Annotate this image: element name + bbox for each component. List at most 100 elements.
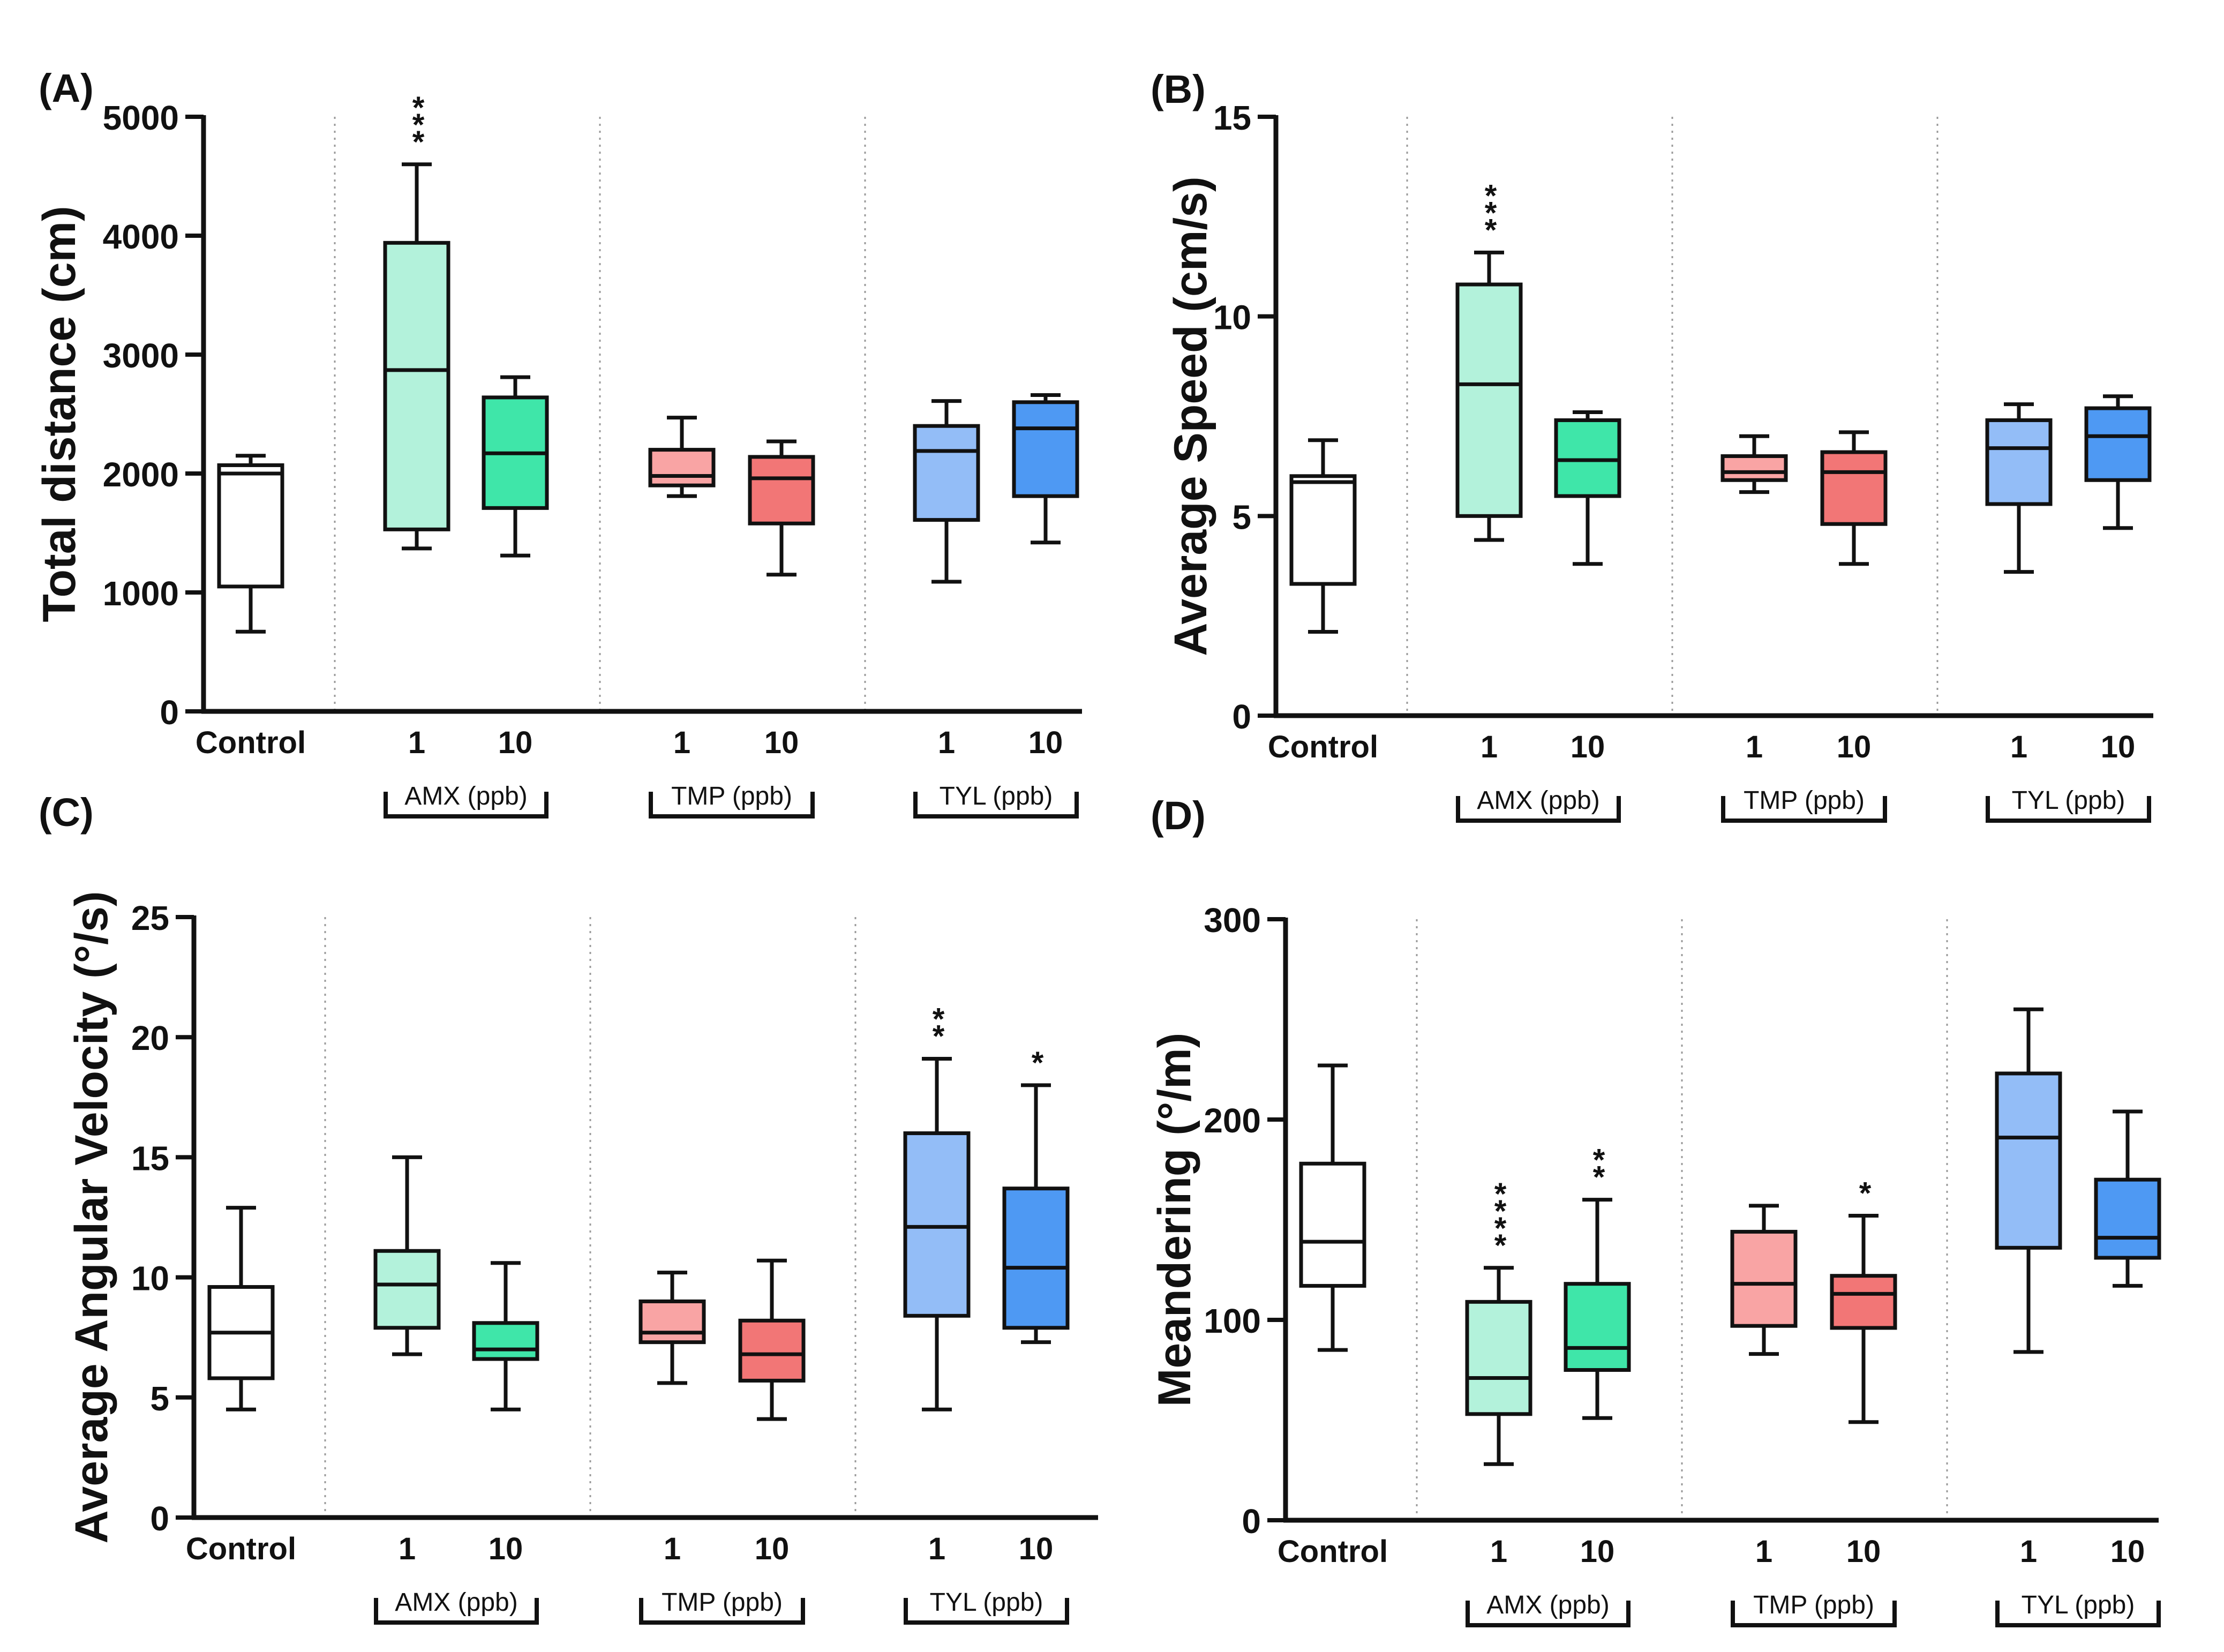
significance-marker: *: [1032, 1046, 1044, 1080]
box-tmp-10: [1820, 430, 1888, 566]
y-axis-label: Average Angular Velocity (°/s): [66, 891, 117, 1543]
iqr-box: [1720, 454, 1788, 482]
axes: [1283, 918, 2159, 1523]
bracket-label: TMP (ppb): [662, 1588, 783, 1617]
x-tick-label: 10: [498, 725, 533, 760]
iqr-box: [1289, 474, 1357, 586]
x-tick-label: Control: [186, 1531, 296, 1566]
box-tmp-1: [648, 416, 716, 498]
significance-marker: **: [1593, 1143, 1605, 1195]
box-series: ****** *: [1299, 1007, 2161, 1466]
x-tick-label: 10: [1837, 730, 1872, 764]
x-tick-label: 1: [664, 1531, 681, 1566]
y-tick-label: 5: [1232, 498, 1251, 536]
group-bracket: AMX (ppb): [374, 1588, 539, 1625]
box-amx-1: ***: [1455, 178, 1523, 542]
x-tick-label: 1: [1490, 1534, 1507, 1569]
x-tick-label: 10: [755, 1531, 790, 1566]
x-tick-label: 1: [2020, 1534, 2037, 1569]
group-brackets: AMX (ppb) TMP (ppb) TYL (ppb): [1466, 1591, 2161, 1627]
bracket-label: TYL (ppb): [2012, 786, 2125, 815]
x-ticks: Control 1 10 1 10 1 10: [186, 1531, 1053, 1566]
bracket-label: TYL (ppb): [2022, 1591, 2135, 1619]
box-series: ***: [207, 1002, 1070, 1421]
axes: [201, 115, 1082, 714]
iqr-box: [2084, 406, 2152, 482]
y-tick-label: 15: [131, 1139, 169, 1177]
box-tyl-1: [1985, 402, 2053, 574]
iqr-box: [638, 1299, 706, 1345]
group-brackets: AMX (ppb) TMP (ppb) TYL (ppb): [374, 1588, 1069, 1625]
group-bracket: TYL (ppb): [904, 1588, 1069, 1625]
y-tick-label: 200: [1204, 1101, 1261, 1140]
axes: [191, 915, 1098, 1520]
group-separators: [334, 117, 866, 711]
asterisk: *: [412, 125, 425, 160]
box-amx-10: [482, 375, 549, 558]
box-tmp-1: [1720, 434, 1788, 494]
y-tick-label: 0: [1232, 697, 1251, 736]
group-separators: [1416, 919, 1948, 1520]
y-axis-label: Meandering (°/m): [1149, 1033, 1200, 1407]
group-bracket: TYL (ppb): [913, 782, 1079, 819]
y-ticks: 0 5 10 15: [1213, 99, 1276, 736]
significance-marker: ****: [1494, 1177, 1507, 1263]
panel-label: (B): [1151, 67, 1206, 111]
x-tick-label: 10: [2110, 1534, 2145, 1569]
iqr-box: [2094, 1177, 2161, 1260]
group-bracket: TMP (ppb): [649, 782, 815, 819]
group-separators: [1406, 117, 1939, 716]
panel-label: (A): [39, 66, 94, 110]
y-tick-label: 0: [160, 693, 179, 732]
asterisk: *: [933, 1019, 945, 1054]
bracket-label: TMP (ppb): [1753, 1591, 1874, 1619]
x-tick-label: 1: [2010, 730, 2027, 764]
y-tick-label: 10: [1213, 298, 1251, 337]
iqr-box: [1564, 1282, 1631, 1372]
asterisk: *: [1494, 1228, 1507, 1263]
panel-label: (C): [39, 790, 94, 835]
x-tick-label: Control: [196, 725, 306, 760]
bracket-label: TYL (ppb): [940, 782, 1053, 810]
x-tick-label: 10: [2101, 730, 2136, 764]
y-tick-label: 2000: [103, 455, 179, 494]
significance-marker: *: [1859, 1176, 1872, 1211]
x-tick-label: 1: [673, 725, 690, 760]
y-tick-label: 1000: [103, 574, 179, 613]
box-tyl-1: [913, 399, 980, 584]
group-bracket: TYL (ppb): [1986, 786, 2151, 823]
iqr-box: [1985, 418, 2053, 506]
box-amx-1: ***: [383, 91, 450, 551]
x-tick-label: 1: [399, 1531, 416, 1566]
bracket-label: AMX (ppb): [404, 782, 527, 810]
bracket-line: [1721, 796, 1887, 823]
group-brackets: AMX (ppb) TMP (ppb) TYL (ppb): [1456, 786, 2151, 823]
x-tick-label: 1: [928, 1531, 945, 1566]
panel-label: (D): [1151, 793, 1206, 838]
box-series: ***: [1289, 178, 2152, 634]
x-tick-label: 10: [764, 725, 799, 760]
bracket-label: TMP (ppb): [671, 782, 792, 810]
x-tick-label: 10: [1028, 725, 1063, 760]
axes: [1273, 115, 2153, 718]
group-bracket: TMP (ppb): [1731, 1591, 1897, 1627]
group-separators: [324, 917, 856, 1518]
x-ticks: Control 1 10 1 10 1 10: [1278, 1534, 2145, 1569]
bracket-line: [384, 792, 549, 819]
iqr-box: [383, 241, 450, 531]
box-tyl-1: **: [903, 1002, 971, 1411]
group-bracket: TMP (ppb): [639, 1588, 805, 1625]
iqr-box: [913, 424, 980, 522]
bracket-line: [1456, 796, 1621, 823]
box-tmp-10: [748, 439, 815, 577]
y-tick-label: 5: [150, 1379, 169, 1418]
box-tyl-10: [2094, 1109, 2161, 1288]
x-tick-label: 1: [1746, 730, 1763, 764]
bracket-line: [1986, 796, 2151, 823]
asterisk: *: [1032, 1046, 1044, 1080]
bracket-line: [1995, 1601, 2161, 1627]
x-tick-label: 1: [408, 725, 425, 760]
bracket-line: [913, 792, 1079, 819]
asterisk: *: [1859, 1176, 1872, 1211]
